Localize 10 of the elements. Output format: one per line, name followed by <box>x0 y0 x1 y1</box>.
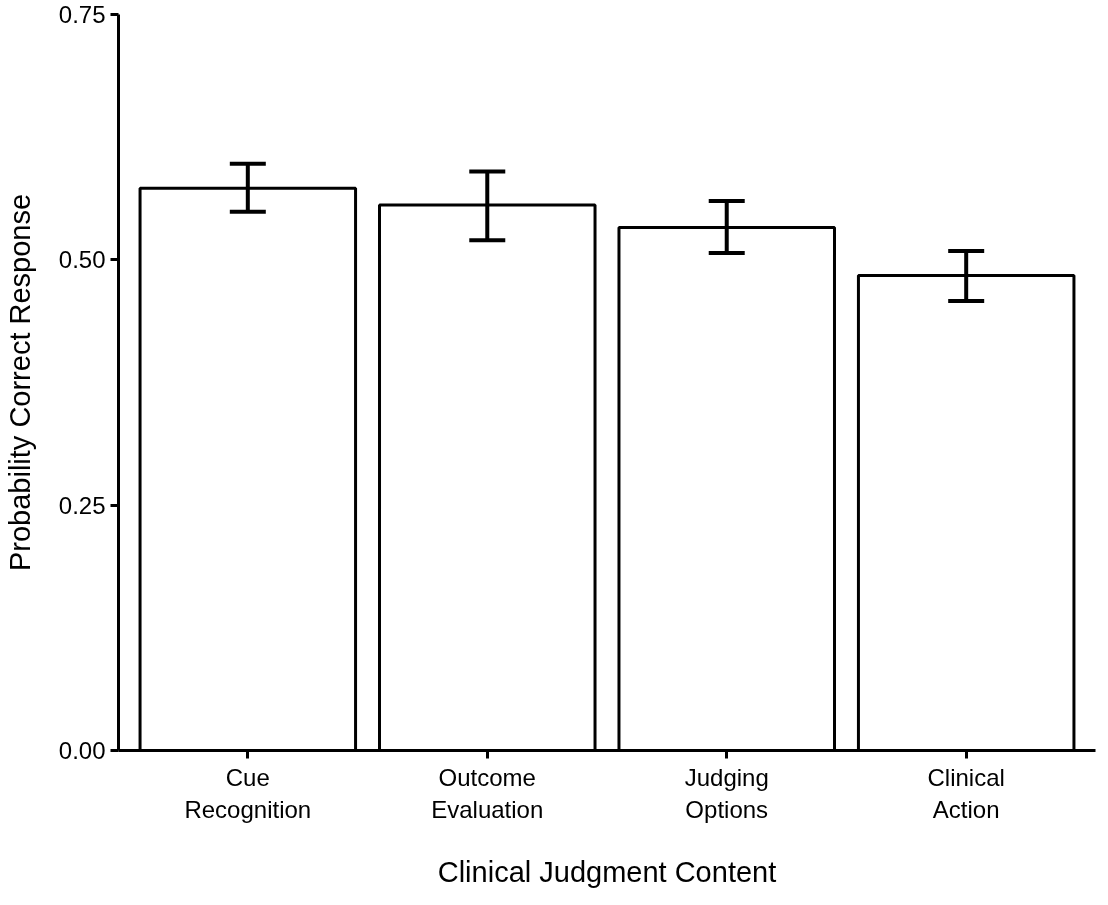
y-tick-label: 0.00 <box>58 737 106 764</box>
y-tick-label: 0.25 <box>58 491 106 519</box>
y-axis-title: Probability Correct Response <box>3 193 36 572</box>
x-tick-label: Outcome Evaluation <box>431 763 544 823</box>
x-tick-label: Clinical Action <box>927 763 1005 823</box>
x-axis-title: Clinical Judgment Content <box>437 855 777 888</box>
y-tick-label: 0.50 <box>58 246 106 274</box>
y-tick-label: 0.75 <box>58 1 106 28</box>
x-tick-label: Judging Options <box>684 763 769 823</box>
x-tick-label: Cue Recognition <box>184 763 312 823</box>
